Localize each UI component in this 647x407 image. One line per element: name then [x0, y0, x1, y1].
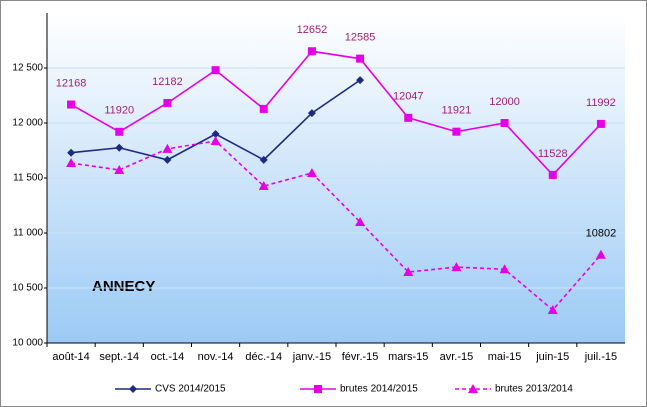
x-tick-label: sept.-14 — [99, 351, 139, 363]
marker — [451, 262, 462, 272]
x-tick-label: oct.-14 — [151, 351, 185, 363]
data-label: 12652 — [297, 24, 328, 36]
marker — [356, 54, 365, 63]
marker — [356, 76, 365, 85]
x-tick-label: avr.-15 — [440, 351, 474, 363]
marker — [314, 385, 322, 393]
marker — [163, 98, 172, 107]
data-label: 12168 — [56, 77, 87, 89]
marker — [115, 127, 124, 136]
x-tick-label: mai-15 — [488, 351, 522, 363]
y-tick-label: 12 500 — [12, 63, 43, 74]
x-tick-label: févr.-15 — [342, 351, 379, 363]
data-label: 12585 — [345, 32, 376, 44]
legend-label: brutes 2013/2014 — [495, 384, 573, 395]
x-tick-label: déc.-14 — [245, 351, 282, 363]
series-line — [70, 140, 602, 312]
marker — [162, 143, 173, 153]
marker — [163, 155, 172, 164]
marker — [355, 217, 366, 226]
marker — [596, 119, 605, 128]
marker — [548, 170, 557, 179]
x-tick-label: mars-15 — [388, 351, 428, 363]
legend-label: CVS 2014/2015 — [155, 384, 226, 395]
marker — [211, 66, 220, 75]
marker — [259, 155, 268, 164]
y-tick-label: 12 000 — [12, 118, 43, 129]
marker — [452, 127, 461, 136]
marker — [129, 385, 137, 393]
data-label: 11528 — [538, 148, 568, 160]
data-label: 11921 — [442, 105, 472, 117]
annotation: ANNECY — [92, 278, 155, 295]
marker — [259, 104, 268, 113]
x-tick-label: janv.-15 — [292, 351, 331, 363]
data-label: 12182 — [152, 76, 183, 88]
marker — [67, 100, 76, 109]
marker — [66, 158, 77, 168]
marker — [499, 264, 510, 274]
y-tick-label: 11 000 — [13, 228, 43, 239]
marker — [307, 47, 316, 56]
x-tick-label: nov.-14 — [198, 351, 234, 363]
series-line — [70, 50, 602, 177]
data-label: 12000 — [489, 96, 520, 108]
marker — [306, 168, 317, 178]
marker — [595, 249, 606, 259]
data-label: 10802 — [586, 228, 617, 240]
marker — [500, 119, 509, 127]
y-tick-label: 11 500 — [13, 173, 43, 184]
legend-label: brutes 2014/2015 — [340, 384, 418, 395]
marker — [67, 148, 76, 157]
y-tick-label: 10 500 — [12, 283, 43, 294]
marker — [211, 130, 220, 138]
marker — [307, 109, 316, 118]
data-label: 11920 — [104, 105, 134, 117]
x-tick-label: août-14 — [52, 351, 89, 363]
marker — [468, 384, 478, 393]
marker — [114, 164, 125, 174]
marker — [115, 143, 124, 152]
x-tick-label: juil.-15 — [584, 351, 617, 363]
x-tick-label: juin-15 — [535, 351, 569, 363]
data-label: 11992 — [586, 97, 616, 109]
marker — [404, 113, 413, 122]
marker — [403, 267, 414, 277]
marker — [258, 181, 269, 191]
marker — [547, 305, 558, 314]
y-tick-label: 10 000 — [12, 338, 43, 349]
data-label: 12047 — [393, 91, 424, 103]
marker — [210, 136, 221, 146]
